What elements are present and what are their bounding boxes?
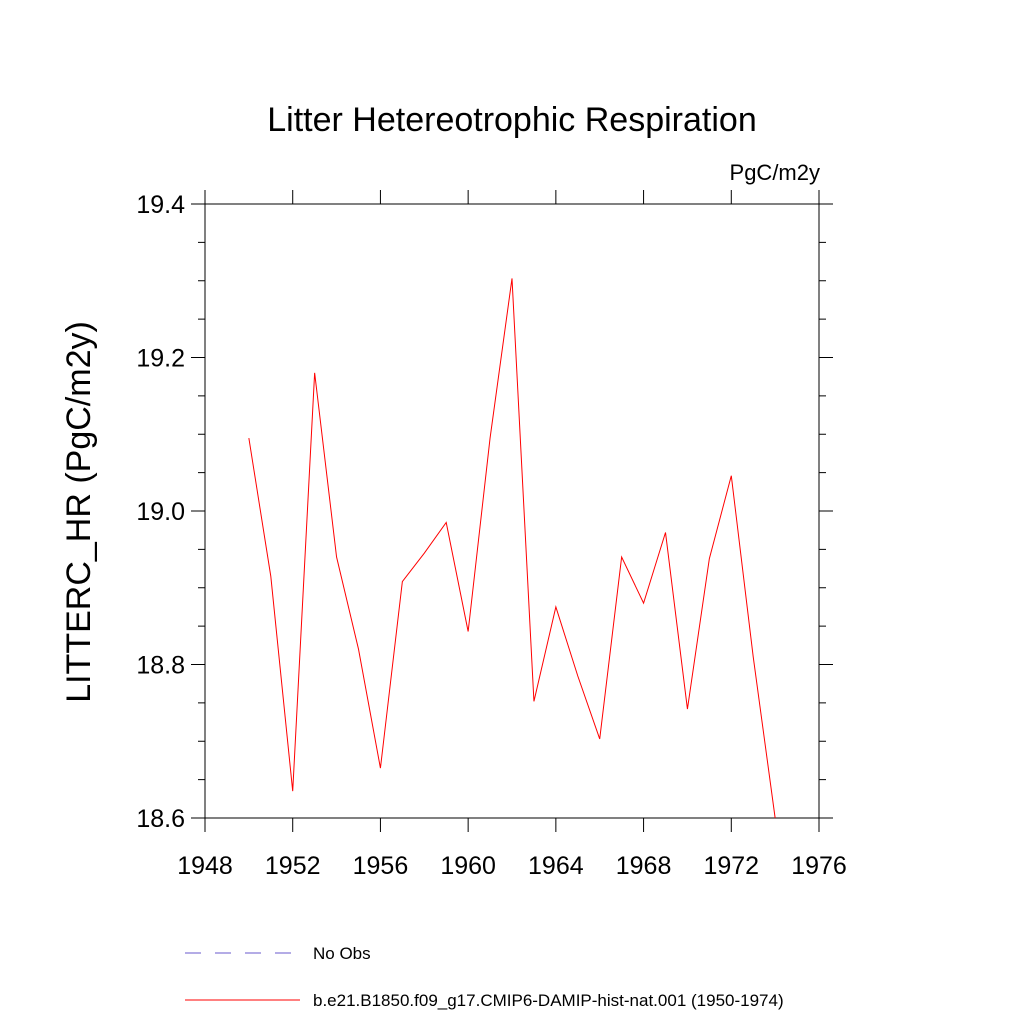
- units-label: PgC/m2y: [730, 160, 820, 185]
- x-tick-label: 1948: [177, 852, 233, 880]
- legend-label-1: b.e21.B1850.f09_g17.CMIP6-DAMIP-hist-nat…: [313, 991, 784, 1010]
- plot-axes: 18.6 18.8 19.0 19.2 19.4 1948 1952 1956 1960 1964…: [136, 190, 847, 880]
- plot-frame: [204, 203, 820, 819]
- y-tick-label: 18.8: [136, 652, 185, 680]
- series-line-1: [248, 278, 776, 819]
- chart-title: Litter Hetereotrophic Respiration: [267, 101, 756, 139]
- y-tick-label: 19.4: [136, 191, 185, 219]
- x-tick-label: 1972: [703, 852, 759, 880]
- x-tick-label: 1964: [528, 852, 584, 880]
- y-tick-label: 18.6: [136, 805, 185, 833]
- y-axis-label: LITTERC_HR (PgC/m2y): [60, 321, 98, 703]
- x-tick-label: 1952: [265, 852, 321, 880]
- y-tick-label: 19.0: [136, 498, 185, 526]
- legend: No Obs b.e21.B1850.f09_g17.CMIP6-DAMIP-hi…: [185, 944, 784, 1010]
- x-tick-label: 1968: [616, 852, 672, 880]
- x-tick-label: 1976: [791, 852, 847, 880]
- series-layer: [248, 278, 776, 819]
- legend-label-0: No Obs: [313, 944, 371, 963]
- y-tick-label: 19.2: [136, 345, 185, 373]
- x-tick-label: 1956: [353, 852, 409, 880]
- x-tick-label: 1960: [440, 852, 496, 880]
